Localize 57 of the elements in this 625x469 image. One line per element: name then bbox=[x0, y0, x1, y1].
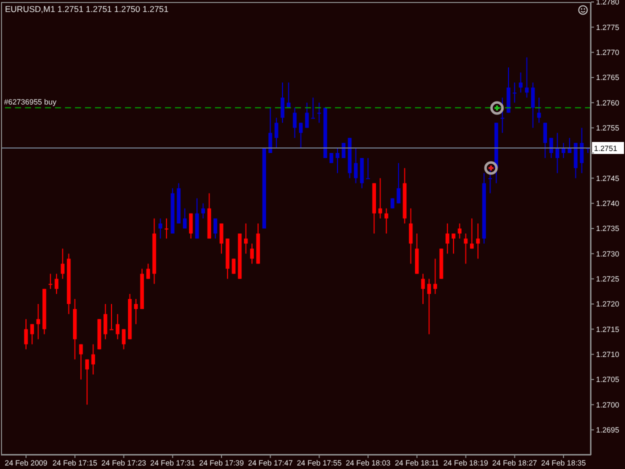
candlestick bbox=[134, 298, 138, 325]
candlestick bbox=[244, 222, 248, 254]
candlestick bbox=[396, 162, 400, 204]
candlestick bbox=[182, 208, 187, 229]
candlestick bbox=[384, 208, 388, 234]
candlestick bbox=[85, 358, 89, 406]
candlestick bbox=[537, 97, 541, 124]
candlestick bbox=[512, 82, 516, 104]
candlestick bbox=[458, 222, 462, 240]
chart-title: EURUSD,M1 1.2751 1.2751 1.2750 1.2751 bbox=[5, 4, 169, 14]
candlestick bbox=[446, 222, 450, 254]
candlestick bbox=[378, 178, 382, 219]
candlestick bbox=[427, 278, 431, 335]
candlestick bbox=[79, 344, 83, 380]
candlestick bbox=[146, 263, 150, 280]
candlestick bbox=[232, 258, 236, 274]
candlestick bbox=[104, 304, 108, 340]
candlestick bbox=[366, 158, 370, 180]
candlestick bbox=[122, 328, 126, 350]
candlestick bbox=[24, 318, 28, 350]
candlestick bbox=[280, 82, 284, 124]
candlestick bbox=[470, 218, 474, 250]
candlestick bbox=[110, 304, 114, 330]
candlestick bbox=[48, 273, 52, 290]
candlestick bbox=[531, 82, 535, 128]
candlestick bbox=[213, 218, 218, 240]
candlestick bbox=[298, 122, 303, 148]
candlestick bbox=[518, 72, 523, 94]
candlestick bbox=[476, 222, 480, 260]
candlestick bbox=[317, 102, 322, 124]
candlestick bbox=[30, 324, 34, 345]
candlestick bbox=[354, 147, 358, 184]
candlestick bbox=[36, 304, 40, 340]
candlestick bbox=[452, 233, 456, 254]
candlestick bbox=[60, 248, 65, 280]
candlestick bbox=[421, 273, 425, 304]
candlestick bbox=[189, 212, 193, 240]
candlestick bbox=[464, 233, 468, 264]
candlestick bbox=[305, 102, 309, 128]
candlestick bbox=[336, 147, 340, 174]
candlestick bbox=[164, 218, 168, 240]
candlestick bbox=[433, 258, 438, 294]
candlestick bbox=[524, 56, 529, 98]
candlestick bbox=[201, 202, 205, 219]
candlestick bbox=[562, 142, 566, 159]
candlestick bbox=[543, 122, 547, 159]
candlestick bbox=[311, 97, 315, 119]
candlestick bbox=[54, 273, 58, 294]
candlestick bbox=[116, 314, 120, 340]
candlestick bbox=[568, 137, 572, 154]
candlestick bbox=[91, 344, 96, 375]
candlestick bbox=[408, 208, 413, 264]
candlestick bbox=[292, 107, 297, 138]
candlestick bbox=[274, 117, 278, 148]
candlestick bbox=[220, 222, 224, 254]
candlestick bbox=[158, 218, 162, 240]
candlestick bbox=[250, 243, 254, 264]
